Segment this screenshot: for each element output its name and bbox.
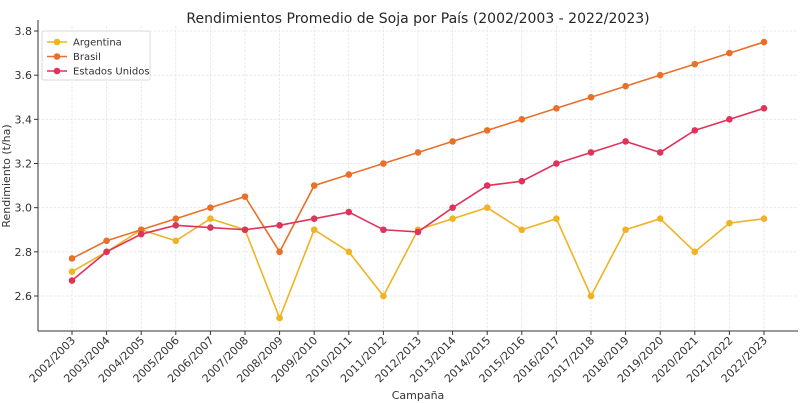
y-tick-label: 3.4 [15,113,33,126]
data-point [518,177,526,185]
legend-marker-icon [53,53,61,60]
data-point [656,71,664,79]
y-axis-label: Rendimiento (t/ha) [0,124,13,227]
data-point [241,193,249,200]
data-point [449,204,456,211]
data-point [68,277,76,284]
data-point [553,160,560,167]
grid-lines [38,26,798,331]
data-point [68,255,76,262]
data-point [345,248,353,256]
y-tick-label: 3.6 [15,69,33,82]
data-point [137,230,145,238]
data-point [726,116,733,123]
data-point [483,182,491,189]
chart-title: Rendimientos Promedio de Soja por País (… [186,11,649,27]
legend-label: Brasil [73,52,101,63]
data-point [449,215,456,223]
data-point [760,38,768,46]
data-point [380,226,387,234]
data-point [207,204,214,211]
data-point [276,314,283,322]
data-point [691,248,699,256]
data-point [103,248,110,256]
legend-marker-icon [53,38,61,46]
data-point [207,224,214,231]
data-point [483,204,491,211]
legend-item-brasil: Brasil [47,52,101,63]
data-point [414,149,422,156]
data-point [380,160,387,167]
legend-label: Estados Unidos [73,67,150,78]
data-point [414,228,422,236]
data-point [726,219,733,227]
data-point [691,127,699,134]
data-point [622,82,629,90]
y-tick-label: 2.8 [15,246,33,259]
series-brasil [68,38,768,262]
legend-marker-icon [53,67,61,75]
y-tick-label: 3.8 [15,25,33,38]
series-estados-unidos [68,104,768,284]
data-point [310,182,318,189]
y-tick-label: 3.2 [15,158,33,171]
data-point [518,226,526,234]
data-point [587,292,595,300]
data-point [587,149,595,156]
data-point [760,215,768,223]
data-point [553,104,560,112]
legend: Argentina Brasil Estados Unidos [41,30,151,81]
legend-label: Argentina [73,38,122,49]
legend-item-estados-unidos: Estados Unidos [47,67,150,78]
data-point [276,248,283,256]
y-tick-label: 2.6 [15,290,33,303]
data-series [68,38,768,322]
x-axis-label: Campaña [392,389,445,402]
data-point [172,237,180,245]
data-point [310,226,318,234]
data-point [483,127,491,134]
data-point [172,215,180,223]
data-point [518,116,526,123]
data-point [449,138,456,145]
data-point [587,93,595,101]
data-point [207,215,214,223]
data-point [172,222,180,229]
data-point [380,292,387,300]
data-point [345,171,353,178]
data-point [760,104,768,112]
data-point [622,138,629,145]
data-point [276,222,283,229]
data-point [726,49,733,57]
data-point [553,215,560,223]
data-point [241,226,249,234]
data-point [656,149,664,156]
data-point [691,60,699,68]
y-tick-label: 3.0 [15,202,33,215]
data-point [68,268,76,276]
data-point [310,215,318,223]
data-point [345,208,353,216]
legend-box [41,30,151,81]
data-point [656,215,664,223]
data-point [622,226,629,234]
data-point [103,237,110,245]
legend-item-argentina: Argentina [47,38,122,49]
